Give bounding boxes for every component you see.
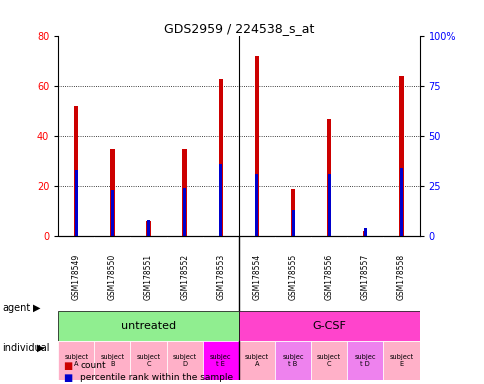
- Text: GSM178550: GSM178550: [107, 254, 117, 300]
- Text: percentile rank within the sample: percentile rank within the sample: [80, 373, 233, 382]
- Bar: [291, 210, 294, 236]
- Bar: [182, 149, 186, 236]
- Text: subject
B: subject B: [100, 354, 124, 367]
- Bar: [327, 174, 330, 236]
- Text: ■: ■: [63, 373, 72, 383]
- Text: GSM178558: GSM178558: [396, 254, 405, 300]
- Bar: [94, 341, 130, 380]
- Text: GSM178553: GSM178553: [216, 254, 225, 300]
- Text: GSM178555: GSM178555: [288, 254, 297, 300]
- Bar: [363, 231, 367, 236]
- Text: agent: agent: [2, 303, 30, 313]
- Text: ■: ■: [63, 361, 72, 371]
- Title: GDS2959 / 224538_s_at: GDS2959 / 224538_s_at: [163, 22, 314, 35]
- Bar: [363, 228, 366, 236]
- Bar: [219, 164, 222, 236]
- Text: GSM178554: GSM178554: [252, 254, 261, 300]
- Text: ▶: ▶: [33, 303, 40, 313]
- Bar: [130, 341, 166, 380]
- Text: GSM178552: GSM178552: [180, 254, 189, 300]
- Text: untreated: untreated: [121, 321, 176, 331]
- Bar: [238, 341, 274, 380]
- Bar: [74, 106, 78, 236]
- Bar: [254, 56, 258, 236]
- Bar: [255, 174, 258, 236]
- Bar: [58, 311, 238, 341]
- Bar: [110, 149, 114, 236]
- Bar: [183, 188, 186, 236]
- Text: subject
C: subject C: [136, 354, 160, 367]
- Bar: [202, 341, 238, 380]
- Text: count: count: [80, 361, 106, 370]
- Bar: [382, 341, 419, 380]
- Text: ▶: ▶: [37, 343, 44, 353]
- Bar: [326, 119, 331, 236]
- Text: subjec
t D: subjec t D: [354, 354, 375, 367]
- Bar: [310, 341, 347, 380]
- Text: individual: individual: [2, 343, 50, 353]
- Bar: [146, 221, 151, 236]
- Bar: [398, 76, 403, 236]
- Bar: [274, 341, 310, 380]
- Bar: [218, 79, 223, 236]
- Text: GSM178551: GSM178551: [144, 254, 153, 300]
- Bar: [399, 168, 402, 236]
- Bar: [238, 311, 419, 341]
- Text: GSM178549: GSM178549: [72, 254, 81, 300]
- Text: subject
A: subject A: [244, 354, 269, 367]
- Text: GSM178556: GSM178556: [324, 254, 333, 300]
- Bar: [75, 170, 77, 236]
- Text: subject
D: subject D: [172, 354, 197, 367]
- Bar: [347, 341, 382, 380]
- Text: subjec
t B: subjec t B: [282, 354, 303, 367]
- Text: subject
C: subject C: [317, 354, 341, 367]
- Bar: [290, 189, 295, 236]
- Text: subject
A: subject A: [64, 354, 88, 367]
- Bar: [147, 220, 150, 236]
- Bar: [58, 341, 94, 380]
- Text: subjec
t E: subjec t E: [210, 354, 231, 367]
- Bar: [111, 190, 114, 236]
- Text: subject
E: subject E: [389, 354, 413, 367]
- Text: G-CSF: G-CSF: [312, 321, 346, 331]
- Bar: [166, 341, 202, 380]
- Text: GSM178557: GSM178557: [360, 254, 369, 300]
